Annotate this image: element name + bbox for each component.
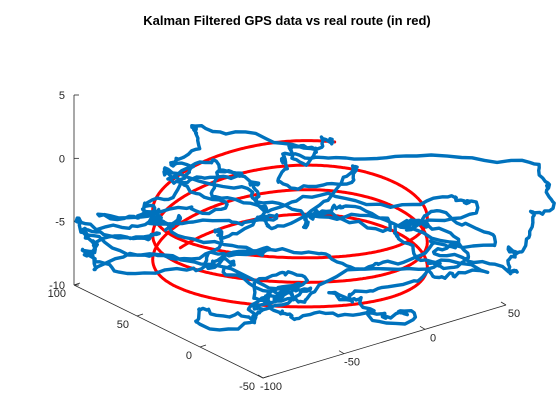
y-axis-line <box>73 284 264 379</box>
y-tick-mark <box>136 313 144 317</box>
y-tick-label: 0 <box>186 350 192 362</box>
x-axis-line <box>262 304 507 379</box>
x-tick-mark <box>419 325 426 330</box>
z-tick-label: 0 <box>59 153 65 165</box>
z-tick-label: -5 <box>55 217 65 229</box>
axes-3d <box>73 95 507 379</box>
y-tick-label: 50 <box>117 319 129 331</box>
x-tick-label: -50 <box>344 357 360 369</box>
y-tick-mark <box>262 375 270 379</box>
x-tick-mark <box>257 374 264 379</box>
y-tick-label: -50 <box>239 381 255 393</box>
x-tick-label: 0 <box>430 332 436 344</box>
z-tick-label: 5 <box>59 90 65 102</box>
route-lines <box>74 124 556 332</box>
x-tick-label: -100 <box>260 381 282 393</box>
x-tick-mark <box>338 350 345 355</box>
y-tick-mark <box>73 282 81 286</box>
x-tick-mark <box>500 301 507 306</box>
y-tick-label: 100 <box>48 288 66 300</box>
gps-filtered-line <box>74 124 556 332</box>
y-tick-mark <box>199 344 207 348</box>
chart-title: Kalman Filtered GPS data vs real route (… <box>143 13 431 28</box>
z-tick-label: -10 <box>49 280 65 292</box>
x-tick-label: 50 <box>508 308 520 320</box>
